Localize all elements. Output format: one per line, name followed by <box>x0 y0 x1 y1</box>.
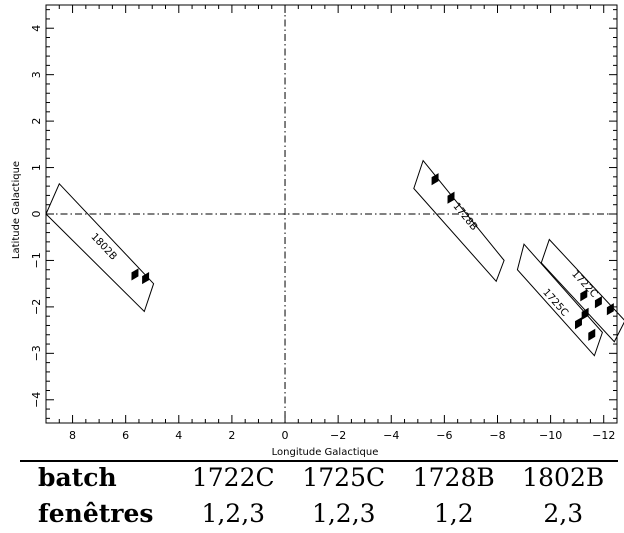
data-point-1722C-1 <box>594 296 602 309</box>
fenetres-val-3: 2,3 <box>543 498 584 528</box>
data-point-1722C-2 <box>606 303 614 316</box>
y-axis-label: Latitude Galactique <box>11 161 22 259</box>
y-tick-label: −3 <box>30 345 43 361</box>
x-tick-label: 6 <box>122 429 129 442</box>
batch-col-0: 1722C <box>191 462 275 492</box>
x-tick-label: −4 <box>383 429 399 442</box>
x-axis-label: Longitude Galactique <box>272 447 379 458</box>
batch-table: batch 1722C 1725C 1728B 1802B fenêtres 1… <box>20 459 618 531</box>
batch-col-3: 1802B <box>522 462 605 492</box>
x-tick-label: 8 <box>69 429 76 442</box>
field-label-1728B: 1728B <box>450 201 479 233</box>
y-tick-label: 3 <box>30 71 43 78</box>
field-label-1725C: 1725C <box>540 287 570 319</box>
data-point-1725C-1 <box>574 317 582 330</box>
field-1725C <box>516 243 603 357</box>
y-tick-label: 0 <box>30 211 43 218</box>
fenetres-header: fenêtres <box>38 498 154 528</box>
fenetres-val-2: 1,2 <box>433 498 474 528</box>
table-top-rule <box>20 460 618 462</box>
x-tick-label: −10 <box>539 429 562 442</box>
x-tick-label: −2 <box>330 429 346 442</box>
table-row-fenetres: fenêtres 1,2,3 1,2,3 1,2 2,3 <box>20 495 618 531</box>
batch-header: batch <box>38 462 117 492</box>
x-tick-label: −8 <box>489 429 505 442</box>
y-tick-label: 4 <box>30 25 43 32</box>
y-tick-label: 2 <box>30 118 43 125</box>
data-point-1725C-2 <box>588 328 596 341</box>
field-1728B <box>413 159 505 283</box>
x-tick-label: 4 <box>175 429 182 442</box>
x-tick-label: 2 <box>228 429 235 442</box>
y-tick-label: −1 <box>30 252 43 268</box>
y-tick-label: −2 <box>30 299 43 315</box>
batch-col-2: 1728B <box>412 462 495 492</box>
data-point-1728B-0 <box>431 173 439 186</box>
fenetres-val-0: 1,2,3 <box>201 498 266 528</box>
data-point-1728B-1 <box>447 191 455 204</box>
field-1802B <box>45 182 155 313</box>
data-point-1722C-0 <box>580 289 588 302</box>
y-tick-label: 1 <box>30 164 43 171</box>
table-row-batch: batch 1722C 1725C 1728B 1802B <box>20 459 618 495</box>
x-tick-label: −6 <box>436 429 452 442</box>
y-tick-label: −4 <box>30 392 43 408</box>
data-point-1802B-0 <box>131 268 139 281</box>
x-tick-label: 0 <box>282 429 289 442</box>
x-tick-label: −12 <box>592 429 615 442</box>
fenetres-val-1: 1,2,3 <box>311 498 376 528</box>
data-point-1802B-1 <box>142 272 150 285</box>
field-1722C <box>540 238 624 343</box>
field-label-1802B: 1802B <box>88 232 118 263</box>
data-point-1725C-0 <box>581 307 589 320</box>
batch-col-1: 1725C <box>302 462 386 492</box>
